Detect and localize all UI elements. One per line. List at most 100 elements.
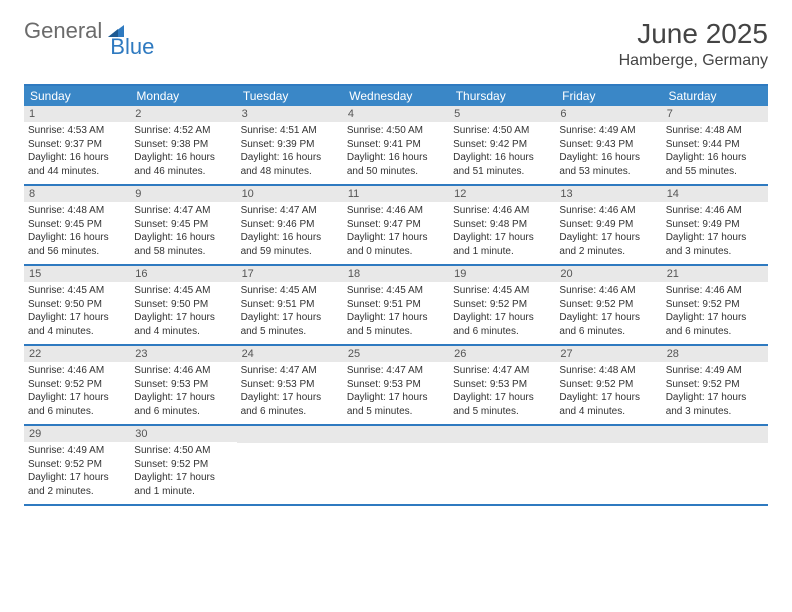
day-body: Sunrise: 4:49 AMSunset: 9:52 PMDaylight:… — [662, 362, 768, 422]
empty-cell — [343, 426, 449, 504]
day-body: Sunrise: 4:48 AMSunset: 9:44 PMDaylight:… — [662, 122, 768, 182]
sunset-line: Sunset: 9:52 PM — [559, 378, 657, 392]
daylight-line: Daylight: 16 hours and 58 minutes. — [134, 231, 232, 258]
day-cell: 7Sunrise: 4:48 AMSunset: 9:44 PMDaylight… — [662, 106, 768, 184]
sunset-line: Sunset: 9:52 PM — [666, 378, 764, 392]
sunset-line: Sunset: 9:38 PM — [134, 138, 232, 152]
logo: General Blue — [24, 18, 154, 44]
day-body: Sunrise: 4:46 AMSunset: 9:49 PMDaylight:… — [662, 202, 768, 262]
day-number: 5 — [449, 106, 555, 122]
day-number: 12 — [449, 186, 555, 202]
day-cell: 24Sunrise: 4:47 AMSunset: 9:53 PMDayligh… — [237, 346, 343, 424]
sunset-line: Sunset: 9:48 PM — [453, 218, 551, 232]
daylight-line: Daylight: 17 hours and 6 minutes. — [241, 391, 339, 418]
calendar: Sunday Monday Tuesday Wednesday Thursday… — [24, 84, 768, 506]
sunrise-line: Sunrise: 4:47 AM — [241, 204, 339, 218]
day-body: Sunrise: 4:50 AMSunset: 9:41 PMDaylight:… — [343, 122, 449, 182]
day-number: 27 — [555, 346, 661, 362]
day-number: 6 — [555, 106, 661, 122]
day-body: Sunrise: 4:47 AMSunset: 9:45 PMDaylight:… — [130, 202, 236, 262]
month-title: June 2025 — [619, 18, 768, 50]
sunset-line: Sunset: 9:39 PM — [241, 138, 339, 152]
sunrise-line: Sunrise: 4:47 AM — [347, 364, 445, 378]
daylight-line: Daylight: 16 hours and 59 minutes. — [241, 231, 339, 258]
sunset-line: Sunset: 9:53 PM — [453, 378, 551, 392]
sunset-line: Sunset: 9:42 PM — [453, 138, 551, 152]
day-body: Sunrise: 4:48 AMSunset: 9:45 PMDaylight:… — [24, 202, 130, 262]
daylight-line: Daylight: 17 hours and 3 minutes. — [666, 391, 764, 418]
day-body: Sunrise: 4:51 AMSunset: 9:39 PMDaylight:… — [237, 122, 343, 182]
day-number: 8 — [24, 186, 130, 202]
day-cell: 15Sunrise: 4:45 AMSunset: 9:50 PMDayligh… — [24, 266, 130, 344]
sunset-line: Sunset: 9:45 PM — [134, 218, 232, 232]
daylight-line: Daylight: 16 hours and 51 minutes. — [453, 151, 551, 178]
day-body: Sunrise: 4:50 AMSunset: 9:42 PMDaylight:… — [449, 122, 555, 182]
week-row: 29Sunrise: 4:49 AMSunset: 9:52 PMDayligh… — [24, 426, 768, 506]
sunset-line: Sunset: 9:53 PM — [241, 378, 339, 392]
day-body: Sunrise: 4:48 AMSunset: 9:52 PMDaylight:… — [555, 362, 661, 422]
day-cell: 20Sunrise: 4:46 AMSunset: 9:52 PMDayligh… — [555, 266, 661, 344]
sunset-line: Sunset: 9:49 PM — [666, 218, 764, 232]
day-number: 29 — [24, 426, 130, 442]
sunset-line: Sunset: 9:44 PM — [666, 138, 764, 152]
sunset-line: Sunset: 9:47 PM — [347, 218, 445, 232]
empty-cell — [237, 426, 343, 504]
day-number: 13 — [555, 186, 661, 202]
day-number: 15 — [24, 266, 130, 282]
sunrise-line: Sunrise: 4:49 AM — [28, 444, 126, 458]
day-cell: 2Sunrise: 4:52 AMSunset: 9:38 PMDaylight… — [130, 106, 236, 184]
day-number: 19 — [449, 266, 555, 282]
day-body: Sunrise: 4:49 AMSunset: 9:52 PMDaylight:… — [24, 442, 130, 502]
header: General Blue June 2025 Hamberge, Germany — [0, 0, 792, 78]
sunrise-line: Sunrise: 4:53 AM — [28, 124, 126, 138]
sunrise-line: Sunrise: 4:49 AM — [666, 364, 764, 378]
day-cell: 29Sunrise: 4:49 AMSunset: 9:52 PMDayligh… — [24, 426, 130, 504]
sunset-line: Sunset: 9:43 PM — [559, 138, 657, 152]
day-cell: 13Sunrise: 4:46 AMSunset: 9:49 PMDayligh… — [555, 186, 661, 264]
sunrise-line: Sunrise: 4:45 AM — [134, 284, 232, 298]
sunrise-line: Sunrise: 4:45 AM — [347, 284, 445, 298]
sunset-line: Sunset: 9:50 PM — [28, 298, 126, 312]
day-number: 17 — [237, 266, 343, 282]
day-body: Sunrise: 4:45 AMSunset: 9:50 PMDaylight:… — [24, 282, 130, 342]
daylight-line: Daylight: 16 hours and 50 minutes. — [347, 151, 445, 178]
daylight-line: Daylight: 16 hours and 48 minutes. — [241, 151, 339, 178]
daylight-line: Daylight: 17 hours and 0 minutes. — [347, 231, 445, 258]
sunrise-line: Sunrise: 4:48 AM — [559, 364, 657, 378]
weekday-row: Sunday Monday Tuesday Wednesday Thursday… — [24, 86, 768, 106]
daylight-line: Daylight: 17 hours and 3 minutes. — [666, 231, 764, 258]
day-body: Sunrise: 4:47 AMSunset: 9:53 PMDaylight:… — [237, 362, 343, 422]
empty-day-number — [237, 426, 343, 443]
sunrise-line: Sunrise: 4:46 AM — [453, 204, 551, 218]
daylight-line: Daylight: 16 hours and 55 minutes. — [666, 151, 764, 178]
day-number: 24 — [237, 346, 343, 362]
day-body: Sunrise: 4:46 AMSunset: 9:52 PMDaylight:… — [24, 362, 130, 422]
day-body: Sunrise: 4:45 AMSunset: 9:51 PMDaylight:… — [237, 282, 343, 342]
sunrise-line: Sunrise: 4:50 AM — [134, 444, 232, 458]
empty-day-number — [343, 426, 449, 443]
day-cell: 16Sunrise: 4:45 AMSunset: 9:50 PMDayligh… — [130, 266, 236, 344]
day-body: Sunrise: 4:46 AMSunset: 9:47 PMDaylight:… — [343, 202, 449, 262]
day-cell: 17Sunrise: 4:45 AMSunset: 9:51 PMDayligh… — [237, 266, 343, 344]
day-number: 1 — [24, 106, 130, 122]
daylight-line: Daylight: 17 hours and 2 minutes. — [28, 471, 126, 498]
sunset-line: Sunset: 9:49 PM — [559, 218, 657, 232]
day-cell: 9Sunrise: 4:47 AMSunset: 9:45 PMDaylight… — [130, 186, 236, 264]
sunrise-line: Sunrise: 4:46 AM — [347, 204, 445, 218]
day-cell: 22Sunrise: 4:46 AMSunset: 9:52 PMDayligh… — [24, 346, 130, 424]
week-row: 8Sunrise: 4:48 AMSunset: 9:45 PMDaylight… — [24, 186, 768, 266]
sunset-line: Sunset: 9:52 PM — [28, 378, 126, 392]
sunset-line: Sunset: 9:51 PM — [241, 298, 339, 312]
daylight-line: Daylight: 17 hours and 4 minutes. — [134, 311, 232, 338]
title-block: June 2025 Hamberge, Germany — [619, 18, 768, 70]
daylight-line: Daylight: 17 hours and 1 minute. — [134, 471, 232, 498]
weekday-header: Wednesday — [343, 86, 449, 106]
day-number: 28 — [662, 346, 768, 362]
day-cell: 26Sunrise: 4:47 AMSunset: 9:53 PMDayligh… — [449, 346, 555, 424]
daylight-line: Daylight: 17 hours and 5 minutes. — [241, 311, 339, 338]
day-body: Sunrise: 4:47 AMSunset: 9:53 PMDaylight:… — [343, 362, 449, 422]
daylight-line: Daylight: 16 hours and 46 minutes. — [134, 151, 232, 178]
sunrise-line: Sunrise: 4:50 AM — [347, 124, 445, 138]
logo-text-general: General — [24, 18, 102, 44]
day-cell: 10Sunrise: 4:47 AMSunset: 9:46 PMDayligh… — [237, 186, 343, 264]
